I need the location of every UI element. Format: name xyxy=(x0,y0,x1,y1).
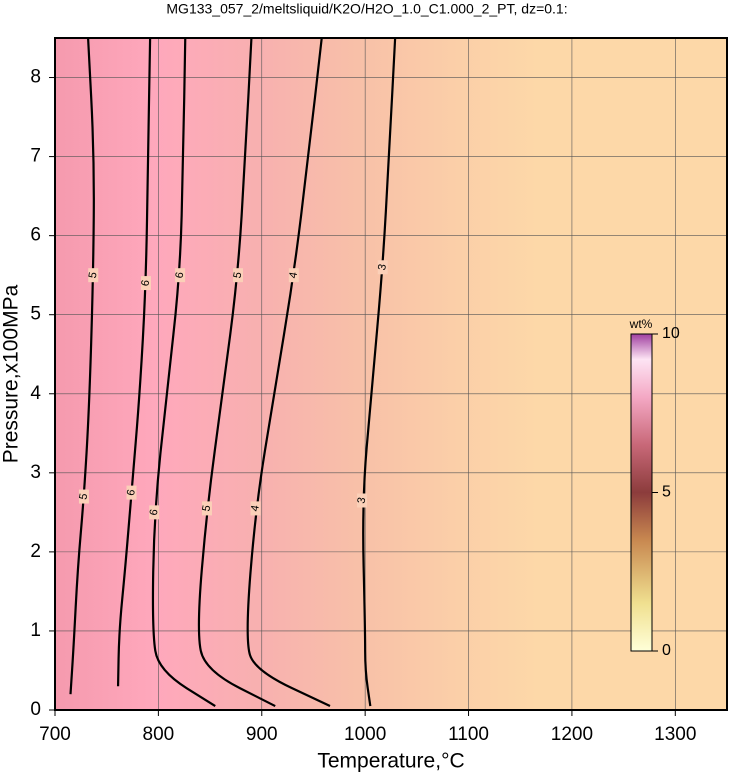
contour-label-bg xyxy=(377,260,388,275)
x-tick-label: 1200 xyxy=(551,724,593,745)
contour-label-bg xyxy=(78,489,89,504)
y-tick-label: 3 xyxy=(30,462,41,483)
frame xyxy=(54,37,728,711)
y-tick-label: 5 xyxy=(30,304,41,325)
x-tick-label: 1100 xyxy=(448,724,489,745)
contour-label-bg xyxy=(149,505,160,520)
y-tick-label: 1 xyxy=(30,620,41,641)
y-tick-label: 8 xyxy=(30,67,41,88)
colorbar-tick-label: 0 xyxy=(662,642,671,659)
contour-label: 6 xyxy=(139,279,152,287)
x-tick-label: 700 xyxy=(39,724,71,745)
contour-label: 6 xyxy=(174,271,187,279)
contour-label: 5 xyxy=(87,271,100,279)
contour-line xyxy=(69,37,95,695)
contour-label-bg xyxy=(88,268,99,283)
contour-label: 5 xyxy=(77,492,90,500)
plot-background xyxy=(55,38,727,710)
contour-label-bg xyxy=(175,268,186,283)
colorbar-label: wt% xyxy=(629,317,653,331)
y-tick-label: 4 xyxy=(30,383,41,404)
contour-label: 4 xyxy=(249,504,262,512)
x-axis-label: Temperature,°C xyxy=(317,750,464,773)
y-tick-label: 7 xyxy=(30,146,41,167)
plot-area: 5 5 6 6 6 6 5 5 4 4 3 3 xyxy=(54,37,727,711)
x-tick-label: 1000 xyxy=(344,724,386,745)
contour-label: 5 xyxy=(200,504,213,512)
contour-label: 4 xyxy=(287,271,300,279)
contour-label: 3 xyxy=(376,263,389,271)
contour-label: 5 xyxy=(231,271,244,279)
contour-line xyxy=(246,37,331,708)
contour-label: 3 xyxy=(356,496,369,504)
y-tick-label: 6 xyxy=(30,225,41,246)
contour-line xyxy=(362,37,397,707)
contour-label-bg xyxy=(357,493,368,508)
contour-label: 6 xyxy=(125,489,138,497)
contour-label-bg xyxy=(201,501,212,516)
contour-line xyxy=(197,37,276,708)
contour-label-bg xyxy=(288,268,299,283)
x-tick-label: 800 xyxy=(143,724,175,745)
chart-title: MG133_057_2/meltsliquid/K2O/H2O_1.0_C1.0… xyxy=(166,1,567,17)
colorbar-tick-label: 10 xyxy=(662,325,680,342)
contour-line xyxy=(116,37,152,687)
contour-label-bg xyxy=(250,501,261,516)
x-tick-label: 900 xyxy=(246,724,278,745)
x-tick-label: 1300 xyxy=(654,724,696,745)
y-tick-label: 2 xyxy=(30,541,41,562)
contour-line xyxy=(151,37,216,707)
colorbar-tick-label: 5 xyxy=(662,484,671,501)
contour-label-bg xyxy=(140,276,151,291)
y-tick-label: 0 xyxy=(30,699,41,720)
contour-label-bg xyxy=(126,485,137,500)
colorbar xyxy=(630,333,653,652)
y-axis-label: Pressure,x100MPa xyxy=(0,284,23,463)
contour-label: 6 xyxy=(148,508,161,516)
contour-label-bg xyxy=(232,268,243,283)
